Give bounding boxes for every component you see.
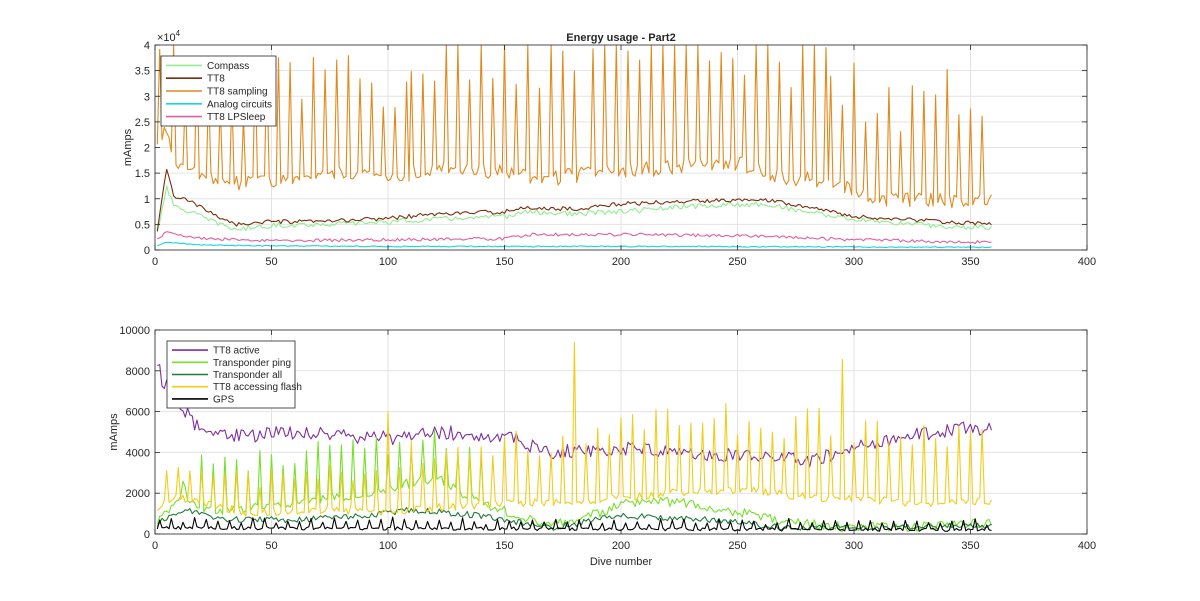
y-axis-label: mAmps xyxy=(122,128,134,166)
series-line-gps xyxy=(156,516,992,532)
y-tick-label: 4 xyxy=(144,40,150,52)
legend-entry: TT8 xyxy=(207,74,225,85)
x-tick-label: 200 xyxy=(612,256,630,268)
legend-entry: TT8 sampling xyxy=(207,87,268,98)
y-tick-label: 8000 xyxy=(126,366,150,378)
x-tick-label: 400 xyxy=(1078,540,1096,552)
x-tick-label: 250 xyxy=(728,540,746,552)
x-tick-label: 0 xyxy=(152,540,158,552)
x-tick-label: 250 xyxy=(728,256,746,268)
x-tick-label: 50 xyxy=(265,256,277,268)
series-line-tt8-accessing-flash xyxy=(156,341,992,517)
bottom-axes: 0 50 100 150 200 250 300 350 4000200040006000800… xyxy=(108,325,1096,568)
x-tick-label: 100 xyxy=(379,540,397,552)
legend-entry: Analog circuits xyxy=(207,99,272,110)
chart-title: Energy usage - Part2 xyxy=(566,32,675,44)
legend-entry: TT8 active xyxy=(213,346,260,357)
legend-entry: TT8 accessing flash xyxy=(213,382,302,393)
y-tick-label: 0 xyxy=(144,529,150,541)
y-tick-label: 2.5 xyxy=(135,117,150,129)
y-tick-label: 4000 xyxy=(126,447,150,459)
legend-entry: GPS xyxy=(213,394,234,405)
y-tick-label: 3 xyxy=(144,91,150,103)
series-line-analog-circuits xyxy=(157,241,992,249)
x-tick-label: 350 xyxy=(961,540,979,552)
y-tick-label: 0 xyxy=(144,245,150,257)
x-tick-label: 350 xyxy=(961,256,979,268)
x-tick-label: 200 xyxy=(612,540,630,552)
legend-entry: Transponder all xyxy=(213,370,282,381)
x-tick-label: 150 xyxy=(495,540,513,552)
y-exponent-label: ×104 xyxy=(157,29,181,44)
x-tick-label: 300 xyxy=(845,256,863,268)
y-tick-label: 2000 xyxy=(126,488,150,500)
y-tick-label: 2 xyxy=(144,143,150,155)
x-tick-label: 0 xyxy=(152,256,158,268)
series-line-tt8-sampling xyxy=(156,44,992,209)
y-tick-label: 10000 xyxy=(119,325,150,337)
x-axis-label: Dive number xyxy=(590,556,653,568)
x-tick-label: 400 xyxy=(1078,256,1096,268)
series-line-transponder-all xyxy=(156,507,992,531)
y-tick-label: 0.5 xyxy=(135,219,150,231)
series-line-tt8 xyxy=(156,168,992,232)
y-tick-label: 3.5 xyxy=(135,66,150,78)
y-tick-label: 1 xyxy=(144,194,150,206)
x-tick-label: 50 xyxy=(265,540,277,552)
legend-entry: Compass xyxy=(207,61,249,72)
legend-entry: TT8 LPSleep xyxy=(207,112,266,123)
y-tick-label: 6000 xyxy=(126,407,150,419)
x-tick-label: 300 xyxy=(845,540,863,552)
y-axis-label: mAmps xyxy=(108,413,120,451)
legend-entry: Transponder ping xyxy=(213,358,291,369)
series-line-tt8-active xyxy=(157,364,993,468)
x-tick-label: 150 xyxy=(495,256,513,268)
series-line-tt8-lpsleep xyxy=(157,231,992,245)
x-tick-label: 100 xyxy=(379,256,397,268)
series-line-compass xyxy=(156,185,992,232)
y-tick-label: 1.5 xyxy=(135,168,150,180)
top-axes: 0 50 100 150 200 250 300 350 400 0 0.5 1 1.5 2 2.5 3 3.5… xyxy=(122,29,1096,268)
